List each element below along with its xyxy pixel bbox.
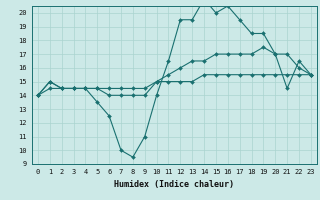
X-axis label: Humidex (Indice chaleur): Humidex (Indice chaleur) xyxy=(115,180,234,189)
